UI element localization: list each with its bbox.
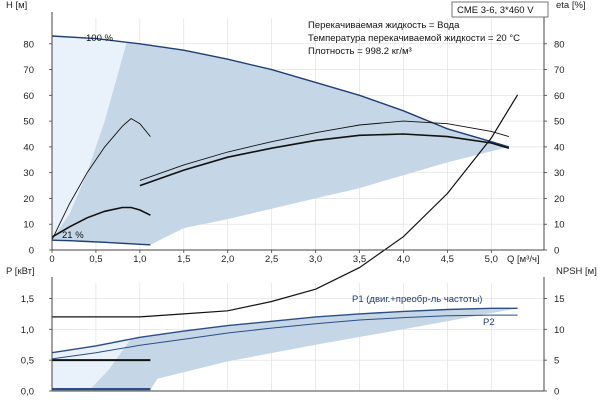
upper-ytick-left: 60 xyxy=(23,91,34,102)
lower-ytick-left: 1,5 xyxy=(21,294,34,305)
y-right-title-NPSH: NPSH [м] xyxy=(556,266,597,277)
upper-xtick: 3,5 xyxy=(353,254,366,265)
upper-ytick-right: 60 xyxy=(554,91,565,102)
upper-ytick-left: 0 xyxy=(29,246,34,257)
upper-ytick-right: 30 xyxy=(554,168,565,179)
lower-ytick-left: 0,5 xyxy=(21,356,34,367)
upper-xtick: 4,0 xyxy=(397,254,410,265)
upper-xtick: 3,0 xyxy=(309,254,322,265)
upper-xtick: 2,5 xyxy=(265,254,278,265)
lower-ytick-left: 0,0 xyxy=(21,387,34,398)
upper-ytick-right: 70 xyxy=(554,65,565,76)
upper-ytick-right: 20 xyxy=(554,194,565,205)
curve-efficiency-a xyxy=(139,120,510,181)
curve-efficiency-max xyxy=(51,117,151,240)
x-axis-title-Q: Q [м³/ч] xyxy=(507,254,540,265)
lower-ytick-left: 1,0 xyxy=(21,325,34,336)
label-P1: P1 (двиг.+преобр-ль частоты) xyxy=(352,294,482,305)
y-left-title-H: H [м] xyxy=(6,0,27,11)
axes-layer xyxy=(49,12,547,392)
upper-envelope-light xyxy=(52,36,127,240)
upper-xtick: 0,5 xyxy=(89,254,102,265)
upper-ytick-left: 50 xyxy=(23,117,34,128)
upper-xtick: 4,5 xyxy=(441,254,454,265)
y-left-title-P: P [кВт] xyxy=(6,266,35,277)
upper-envelope xyxy=(52,36,509,245)
upper-ytick-left: 30 xyxy=(23,168,34,179)
upper-ytick-right: 10 xyxy=(554,220,565,231)
curves-layer xyxy=(51,35,519,391)
density-label: Плотность = 998.2 кг/м³ xyxy=(308,46,412,57)
upper-xtick: 1,0 xyxy=(133,254,146,265)
upper-ytick-left: 40 xyxy=(23,142,34,153)
upper-ytick-right: 50 xyxy=(554,117,565,128)
curve-efficiency-b xyxy=(139,133,510,187)
upper-ytick-left: 10 xyxy=(23,220,34,231)
curve-P2-max xyxy=(51,314,518,360)
annotation-100-percent: 100 % xyxy=(86,33,113,44)
annotation-21-percent: 21 % xyxy=(62,230,84,241)
fluid-label: Перекачиваемая жидкость = Вода xyxy=(308,20,460,31)
upper-ytick-right: 40 xyxy=(554,142,565,153)
lower-ytick-right: 0 xyxy=(554,387,559,398)
upper-xtick: 0 xyxy=(49,254,54,265)
lower-ytick-right: 5 xyxy=(554,356,559,367)
temperature-label: Температура перекачиваемой жидкости = 20… xyxy=(308,33,520,44)
envelope-layer xyxy=(52,36,518,390)
model-box xyxy=(451,1,549,18)
y-right-title-eta: eta [%] xyxy=(556,0,586,11)
curve-head-max xyxy=(51,35,510,148)
upper-xtick: 2,0 xyxy=(221,254,234,265)
upper-ytick-left: 70 xyxy=(23,65,34,76)
curve-efficiency-min xyxy=(51,206,151,238)
lower-envelope xyxy=(52,308,518,390)
curve-P1-max xyxy=(51,307,518,354)
lower-envelope-light xyxy=(52,338,132,390)
upper-ytick-right: 0 xyxy=(554,246,559,257)
lower-ytick-right: 10 xyxy=(554,325,565,336)
curve-head-min xyxy=(51,239,151,246)
upper-ytick-left: 20 xyxy=(23,194,34,205)
upper-ytick-left: 80 xyxy=(23,39,34,50)
curve-NPSH xyxy=(52,94,519,318)
model-label: CME 3-6, 3*460 V xyxy=(457,5,534,16)
lower-ytick-right: 15 xyxy=(554,294,565,305)
upper-ytick-right: 80 xyxy=(554,39,565,50)
upper-xtick: 1,5 xyxy=(177,254,190,265)
label-P2: P2 xyxy=(483,317,495,328)
upper-xtick: 5,0 xyxy=(485,254,498,265)
